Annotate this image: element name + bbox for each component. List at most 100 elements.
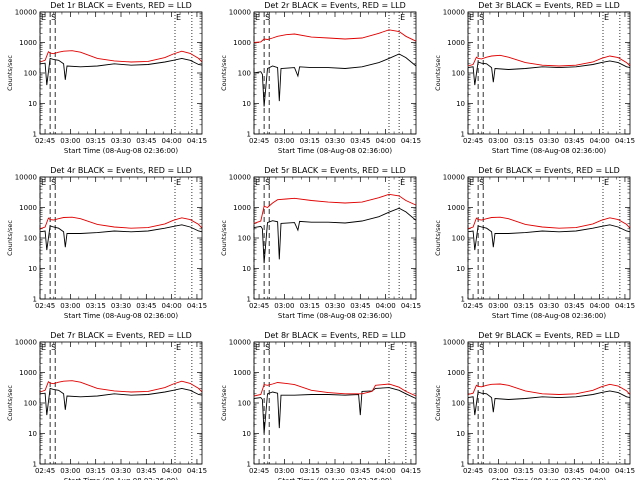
marker-label: E	[400, 13, 405, 22]
y-tick-label: 1000	[19, 369, 37, 377]
y-axis-label: Counts/sec	[434, 385, 442, 421]
x-tick-label: 03:45	[350, 467, 370, 475]
x-axis-label: Start Time (08-Aug-08 02:36:00)	[64, 312, 178, 320]
marker-label: E	[41, 178, 46, 187]
marker-label: S	[265, 343, 270, 352]
x-tick-label: 03:00	[60, 467, 80, 475]
y-axis-label: Counts/sec	[6, 55, 14, 91]
events-series-line	[253, 53, 417, 107]
y-tick-label: 10	[242, 265, 251, 273]
plot-frame	[253, 176, 417, 300]
y-tick-label: 10	[28, 265, 37, 273]
y-tick-label: 10000	[443, 339, 465, 347]
chart-title: Det 9r BLACK = Events, RED = LLD	[478, 331, 620, 340]
y-tick-label: 100	[238, 70, 251, 78]
marker-label: E	[469, 13, 474, 22]
plot-frame	[39, 341, 203, 465]
lld-series-line	[467, 216, 631, 230]
x-tick-label: 04:00	[590, 137, 610, 145]
marker-label: E	[41, 13, 46, 22]
y-tick-label: 10000	[15, 174, 37, 182]
y-tick-label: 10	[456, 100, 465, 108]
y-tick-label: 10	[456, 430, 465, 438]
marker-label: E	[604, 13, 609, 22]
y-tick-label: 1	[33, 461, 37, 469]
x-axis-label: Start Time (08-Aug-08 02:36:00)	[278, 147, 392, 155]
events-series-line	[467, 390, 631, 416]
y-tick-label: 1000	[447, 204, 465, 212]
chart-title: Det 5r BLACK = Events, RED = LLD	[264, 166, 406, 175]
events-series-line	[39, 224, 203, 251]
x-tick-label: 03:00	[274, 467, 294, 475]
marker-label: E	[255, 178, 260, 187]
chart-title: Det 2r BLACK = Events, RED = LLD	[264, 1, 406, 10]
marker-label: E	[469, 343, 474, 352]
x-tick-label: 03:15	[514, 302, 534, 310]
marker-label: S	[479, 343, 484, 352]
marker-label: S	[265, 13, 270, 22]
x-tick-label: 04:15	[401, 467, 421, 475]
chart-panel-2: Det 2r BLACK = Events, RED = LLD Counts/s…	[220, 1, 421, 155]
x-tick-label: 03:45	[136, 137, 156, 145]
plot-frame	[253, 341, 417, 465]
y-tick-label: 10	[242, 430, 251, 438]
chart-panel-8: Det 8r BLACK = Events, RED = LLD Counts/s…	[220, 331, 421, 480]
x-tick-label: 03:15	[514, 137, 534, 145]
events-series-line	[39, 387, 203, 416]
chart-title: Det 6r BLACK = Events, RED = LLD	[478, 166, 620, 175]
marker-label: S	[51, 178, 56, 187]
x-tick-label: 03:00	[488, 302, 508, 310]
marker-label: E	[41, 343, 46, 352]
x-tick-label: 04:00	[376, 467, 396, 475]
x-tick-label: 03:15	[300, 467, 320, 475]
y-tick-label: 1000	[233, 369, 251, 377]
x-tick-label: 03:00	[274, 137, 294, 145]
y-tick-label: 1000	[19, 39, 37, 47]
marker-label: E	[255, 343, 260, 352]
lld-series-line	[253, 29, 417, 43]
chart-title: Det 8r BLACK = Events, RED = LLD	[264, 331, 406, 340]
x-tick-label: 03:00	[488, 467, 508, 475]
y-tick-label: 100	[24, 235, 37, 243]
x-tick-label: 03:30	[325, 302, 345, 310]
y-tick-label: 10	[28, 100, 37, 108]
events-series-line	[467, 224, 631, 251]
chart-title: Det 3r BLACK = Events, RED = LLD	[478, 1, 620, 10]
chart-title: Det 7r BLACK = Events, RED = LLD	[50, 331, 192, 340]
x-axis-label: Start Time (08-Aug-08 02:36:00)	[492, 147, 606, 155]
x-tick-label: 03:15	[300, 302, 320, 310]
x-tick-label: 03:45	[564, 302, 584, 310]
plot-frame	[467, 341, 631, 465]
events-series-line	[467, 60, 631, 86]
lld-series-line	[467, 383, 631, 395]
x-tick-label: 03:15	[86, 467, 106, 475]
events-series-line	[39, 57, 203, 86]
y-tick-label: 1000	[19, 204, 37, 212]
x-tick-label: 04:00	[376, 302, 396, 310]
x-tick-label: 03:30	[111, 302, 131, 310]
lld-series-line	[253, 193, 417, 224]
lld-series-line	[253, 382, 417, 397]
x-tick-label: 04:15	[615, 137, 635, 145]
marker-label: E	[400, 178, 405, 187]
x-tick-label: 04:00	[590, 302, 610, 310]
plot-frame	[253, 11, 417, 135]
x-tick-label: 02:45	[249, 467, 269, 475]
y-tick-label: 10000	[229, 9, 251, 17]
marker-label: S	[51, 343, 56, 352]
marker-label: E	[176, 178, 181, 187]
y-tick-label: 1	[247, 296, 251, 304]
marker-label: E	[604, 178, 609, 187]
lld-series-line	[39, 380, 203, 393]
x-tick-label: 04:15	[187, 137, 207, 145]
chart-panel-4: Det 4r BLACK = Events, RED = LLD Counts/s…	[6, 166, 207, 320]
marker-label: E	[604, 343, 609, 352]
x-tick-label: 03:30	[325, 467, 345, 475]
x-tick-label: 03:15	[514, 467, 534, 475]
marker-label: S	[479, 13, 484, 22]
chart-panel-9: Det 9r BLACK = Events, RED = LLD Counts/s…	[434, 331, 635, 480]
marker-label: E	[390, 343, 395, 352]
y-tick-label: 1	[33, 131, 37, 139]
x-tick-label: 04:15	[187, 302, 207, 310]
x-tick-label: 03:30	[539, 467, 559, 475]
